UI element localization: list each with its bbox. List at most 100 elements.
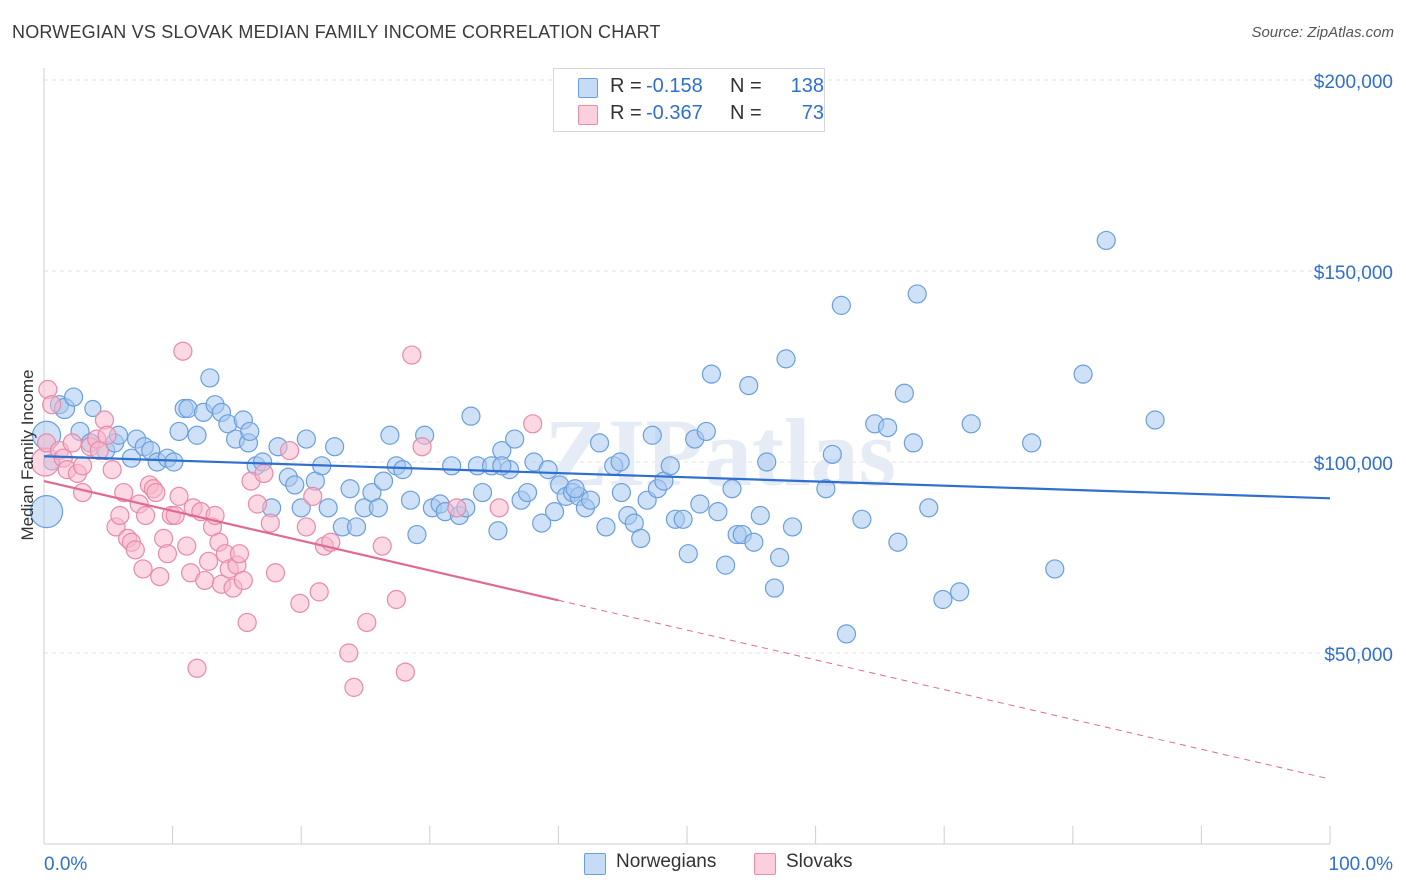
norwegians-point <box>1073 364 1093 384</box>
norwegians-point <box>187 425 207 445</box>
norwegians-point <box>878 418 898 438</box>
slovaks-point <box>296 517 316 537</box>
norwegians-swatch <box>584 853 606 875</box>
norwegians-point <box>505 429 525 449</box>
norwegians-point <box>589 433 610 453</box>
slovaks-point <box>303 486 323 506</box>
norwegians-point <box>888 532 908 552</box>
norwegians-point <box>461 406 481 426</box>
norwegians-point <box>1096 230 1116 251</box>
norwegians-point <box>84 399 102 418</box>
norwegians-point <box>961 414 981 434</box>
slovaks-point <box>233 570 253 591</box>
norwegians-point <box>373 471 394 491</box>
n-label: N = <box>730 102 762 124</box>
slovaks-point <box>150 566 170 587</box>
y-tick-label: $50,000 <box>1324 645 1393 666</box>
r-value: -0.158 <box>646 75 703 97</box>
slovaks-point <box>229 544 250 564</box>
slovaks-point <box>195 570 215 591</box>
norwegians-point <box>340 479 360 499</box>
norwegians-point <box>822 444 842 464</box>
slovaks-point <box>357 612 377 633</box>
trend-line-extension-slovaks <box>558 599 1331 780</box>
norwegians-point <box>831 295 851 315</box>
watermark: ZIPatlas <box>544 399 896 506</box>
norwegians-point <box>240 421 260 442</box>
norwegians-point <box>488 521 508 541</box>
slovaks-point <box>173 341 193 361</box>
norwegians-point <box>673 509 693 529</box>
slovaks-point <box>125 540 145 560</box>
slovaks-point <box>447 498 467 518</box>
slovaks-point <box>135 505 156 526</box>
norwegians-point <box>538 460 558 480</box>
slovaks-point <box>177 536 197 556</box>
norwegians-point <box>950 582 970 602</box>
slovaks-point <box>102 460 122 480</box>
norwegians-point <box>744 532 764 552</box>
r-value: -0.367 <box>646 102 703 124</box>
slovaks-point <box>290 593 310 613</box>
slovaks-point <box>344 677 364 697</box>
norwegians-point <box>1145 410 1165 430</box>
norwegians-point <box>291 498 311 518</box>
norwegians-point <box>631 528 651 549</box>
slovaks-point <box>187 658 207 678</box>
n-value: 73 <box>801 102 824 124</box>
norwegians-point <box>29 495 64 529</box>
points-layer <box>29 230 1165 697</box>
source-label: Source: ZipAtlas.com <box>1251 24 1394 41</box>
label-layer: $50,000 $100,000 $150,000 $200,000 0.0% 100.0… <box>44 72 1393 875</box>
norwegians-point <box>894 383 914 403</box>
norwegians-point <box>757 452 777 472</box>
norwegians-point <box>407 524 427 545</box>
slovaks-swatch <box>754 853 776 875</box>
y-tick-label: $100,000 <box>1314 454 1393 475</box>
slovaks-point <box>133 559 153 579</box>
norwegians-point <box>517 482 538 503</box>
legend-label: Slovaks <box>786 851 853 872</box>
norwegians-point <box>368 498 388 518</box>
slovaks-point <box>402 345 422 365</box>
norwegians-point <box>611 482 632 503</box>
norwegians-point <box>318 498 338 518</box>
y-axis-label: Median Family Income <box>18 369 37 541</box>
slovaks-point <box>157 544 178 564</box>
norwegians-point <box>1022 433 1042 453</box>
r-label: R = <box>610 102 642 124</box>
slovaks-point <box>523 414 543 434</box>
norwegians-point <box>472 482 493 503</box>
norwegians-point <box>690 494 710 514</box>
norwegians-point <box>919 498 939 518</box>
norwegians-point <box>782 517 803 537</box>
slovaks-point <box>489 498 509 518</box>
norwegians-point <box>739 376 759 396</box>
norwegians-point <box>750 505 770 526</box>
norwegians-point <box>1045 559 1065 579</box>
norwegians-point <box>346 517 367 537</box>
slovaks-point <box>265 563 286 583</box>
norwegians-point <box>63 387 84 407</box>
norwegians-point <box>769 547 790 568</box>
slovaks-point <box>114 482 134 503</box>
norwegians-point <box>836 624 857 644</box>
slovaks-point <box>412 437 432 457</box>
norwegians-point <box>200 368 220 388</box>
norwegians-point <box>776 349 796 369</box>
slovaks-point <box>62 433 82 453</box>
slovaks-point <box>146 482 166 503</box>
slovaks-point <box>309 582 329 602</box>
axis-layer <box>43 68 1331 845</box>
slovaks-point <box>395 662 415 682</box>
x-tick-label: 0.0% <box>44 854 87 875</box>
slovaks-point <box>247 494 268 514</box>
slovaks-point <box>97 425 117 445</box>
y-tick-label: $150,000 <box>1314 263 1393 284</box>
norwegians-point <box>708 502 728 522</box>
slovaks-point <box>237 612 257 633</box>
slovaks-point <box>169 486 189 506</box>
slovaks-point <box>89 440 109 461</box>
norwegians-point <box>852 509 872 529</box>
norwegians-point <box>580 490 601 510</box>
